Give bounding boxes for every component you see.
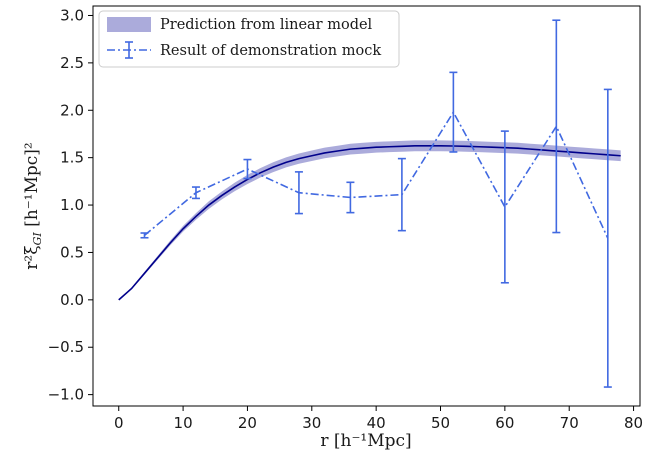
x-tick-label: 80 — [624, 414, 643, 432]
legend-box — [98, 10, 400, 68]
legend-band-swatch — [107, 17, 151, 32]
x-tick-label: 40 — [367, 414, 386, 432]
model-line — [118, 145, 621, 301]
y-axis-ticks: −1.0 −0.5 0.0 0.5 1.0 1.5 2.0 2.5 3.0 — [48, 6, 93, 404]
y-tick-label: 1.0 — [60, 196, 84, 214]
y-axis-label-subscript: GI — [31, 232, 44, 246]
x-tick-label: 30 — [302, 414, 321, 432]
x-tick-label: 20 — [238, 414, 257, 432]
y-tick-label: 0.0 — [60, 291, 84, 309]
y-tick-label: 1.5 — [60, 149, 84, 167]
y-tick-label: 3.0 — [60, 6, 84, 24]
y-tick-label: 2.5 — [60, 54, 84, 72]
x-tick-label: 10 — [174, 414, 193, 432]
legend: Prediction from linear model Result of d… — [98, 10, 400, 68]
x-tick-label: 70 — [560, 414, 579, 432]
legend-entry-mock: Result of demonstration mock — [160, 43, 381, 59]
y-axis-label-unit: [h⁻¹Mpc]² — [22, 142, 42, 232]
x-tick-label: 0 — [114, 414, 124, 432]
y-axis-label: r²ξGI [h⁻¹Mpc]² — [22, 142, 44, 269]
y-axis-label-main: r²ξ — [22, 245, 42, 269]
model-band — [118, 140, 621, 300]
plot-frame — [92, 5, 641, 407]
y-tick-label: −1.0 — [48, 386, 84, 404]
y-tick-label: 0.5 — [60, 243, 84, 261]
y-tick-label: 2.0 — [60, 101, 84, 119]
plot-content — [118, 19, 621, 388]
legend-entry-model: Prediction from linear model — [160, 17, 373, 33]
x-tick-label: 60 — [495, 414, 514, 432]
y-tick-label: −0.5 — [48, 338, 84, 356]
x-axis-ticks: 0 10 20 30 40 50 60 70 80 — [114, 406, 643, 432]
mock-line — [143, 110, 609, 239]
x-axis-label: r [h⁻¹Mpc] — [320, 431, 411, 451]
x-tick-label: 50 — [431, 414, 450, 432]
